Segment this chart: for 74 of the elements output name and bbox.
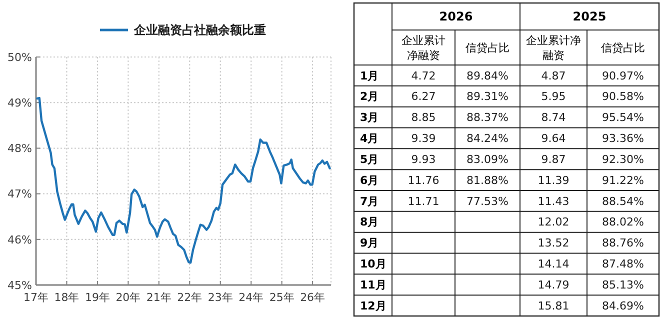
data-label: 11.43 xyxy=(538,194,570,208)
data-label: 88.54% xyxy=(602,194,644,208)
y-tick-label: 12月 xyxy=(360,299,386,312)
data-label: 83.09% xyxy=(466,152,508,166)
data-label: 11.71 xyxy=(408,194,440,208)
data-label: 9.87 xyxy=(541,152,566,166)
data-label: 9.64 xyxy=(541,132,566,146)
data-label: 90.58% xyxy=(602,90,644,104)
x-tick-label: 19年 xyxy=(84,291,110,304)
x-tick-label: 25年 xyxy=(269,291,294,304)
data-label: 88.37% xyxy=(466,111,508,124)
y-tick-label: 45% xyxy=(8,278,32,292)
data-label: 89.31% xyxy=(466,90,508,104)
y-tick-label: 11月 xyxy=(360,278,386,292)
x-tick-label: 17年 xyxy=(24,291,48,304)
data-label: 95.54% xyxy=(602,111,644,124)
x-tick-label: 21年 xyxy=(146,291,172,304)
y-tick-label: 2月 xyxy=(360,90,379,104)
data-label: 90.97% xyxy=(602,69,644,82)
y-tick-label: 47% xyxy=(8,188,32,201)
data-label: 14.14 xyxy=(538,258,570,271)
x-tick-label: 信贷占比 xyxy=(601,41,645,54)
y-tick-label: 1月 xyxy=(360,69,379,82)
y-tick-label: 7月 xyxy=(360,194,379,208)
y-tick-label: 9月 xyxy=(360,236,379,250)
data-label: 88.76% xyxy=(602,236,644,250)
x-tick-label: 20年 xyxy=(116,291,141,304)
x-tick-label: 企业累计净融资 xyxy=(402,34,446,62)
data-label: 93.36% xyxy=(602,132,644,146)
text: 2025 xyxy=(572,10,606,24)
x-tick-label: 22年 xyxy=(177,291,202,304)
y-tick-label: 4月 xyxy=(360,132,379,146)
y-tick-label: 10月 xyxy=(360,258,386,271)
data-label: 77.53% xyxy=(466,194,508,208)
x-tick-label: 信贷占比 xyxy=(466,41,510,54)
data-label: 9.93 xyxy=(411,152,436,166)
y-tick-label: 6月 xyxy=(360,174,379,187)
data-label: 88.02% xyxy=(602,216,644,229)
data-label: 11.39 xyxy=(538,174,570,187)
data-label: 87.48% xyxy=(602,258,644,271)
data-label: 8.74 xyxy=(541,111,566,124)
y-tick-label: 8月 xyxy=(360,216,379,229)
text: 2026 xyxy=(439,10,473,24)
y-tick-label: 3月 xyxy=(360,111,379,124)
data-label: 92.30% xyxy=(602,152,644,166)
data-label: 12.02 xyxy=(538,216,570,229)
y-tick-label: 46% xyxy=(8,233,32,246)
data-label: 4.87 xyxy=(541,69,566,82)
data-label: 4.72 xyxy=(411,69,436,82)
data-label: 13.52 xyxy=(538,236,570,250)
data-label: 89.84% xyxy=(466,69,508,82)
x-tick-label: 18年 xyxy=(54,291,80,304)
data-label: 14.79 xyxy=(538,278,570,292)
y-tick-label: 48% xyxy=(8,142,32,156)
x-tick-label: 企业累计净融资 xyxy=(526,34,581,62)
x-tick-label: 24年 xyxy=(238,291,264,304)
y-tick-label: 50% xyxy=(8,50,32,64)
data-label: 85.13% xyxy=(602,278,644,292)
data-label: 6.27 xyxy=(411,90,436,104)
data-label: 84.24% xyxy=(466,132,508,146)
y-tick-label: 49% xyxy=(8,96,32,110)
y-tick-label: 5月 xyxy=(360,152,379,166)
x-tick-label: 23年 xyxy=(208,291,233,304)
data-label: 91.22% xyxy=(602,174,644,187)
data-label: 84.69% xyxy=(602,299,644,312)
data-label: 8.85 xyxy=(411,111,436,124)
data-label: 81.88% xyxy=(466,174,508,187)
x-tick-label: 26年 xyxy=(300,291,326,304)
data-label: 11.76 xyxy=(408,174,440,187)
legend-label: 企业融资占社融余额比重 xyxy=(133,23,266,38)
line-series xyxy=(36,96,331,264)
data-label: 5.95 xyxy=(541,90,566,104)
data-label: 9.39 xyxy=(411,132,436,146)
data-label: 15.81 xyxy=(538,299,570,312)
